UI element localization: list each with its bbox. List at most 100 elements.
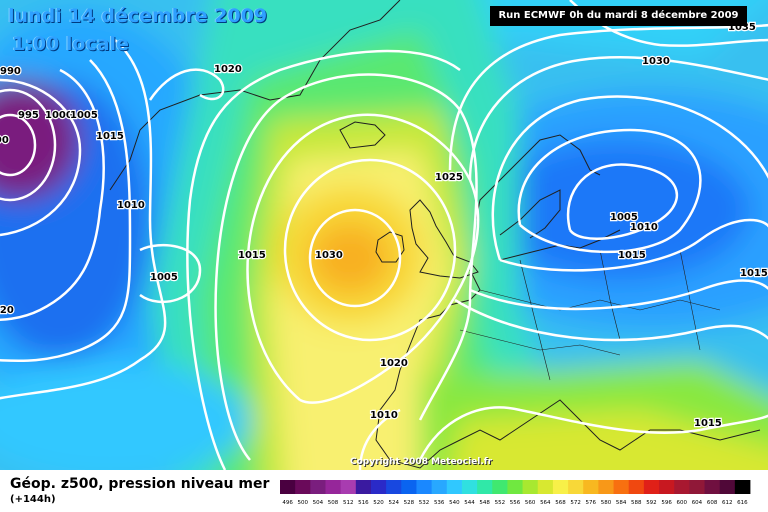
isobar-1000 (0, 78, 82, 237)
legend-swatch (674, 480, 690, 494)
isobar-label: 1020 (0, 305, 14, 316)
legend-tick-label: 608 (707, 500, 718, 506)
isobar-1030 (308, 208, 402, 308)
isobar-1020 (246, 113, 480, 404)
legend-tick-label: 556 (510, 500, 521, 506)
isobar-990 (0, 113, 37, 177)
legend-swatch (340, 480, 357, 494)
iceland-coast (339, 121, 386, 149)
legend-swatch (355, 480, 372, 494)
legend-tick-label: 532 (419, 500, 430, 506)
isobar-1025-east (448, 23, 768, 342)
isobar-label: 1020 (380, 358, 408, 369)
isobar-1010-east (517, 128, 702, 254)
isobar-1010-west (0, 59, 132, 363)
legend-tick-label: 516 (358, 500, 369, 506)
isobar-label: 1015 (238, 250, 266, 261)
legend-swatch (280, 480, 296, 494)
isobar-label: 1005 (70, 110, 98, 121)
legend-tick-label: 500 (297, 500, 308, 506)
model-run-label: Run ECMWF 0h du mardi 8 décembre 2009 (490, 6, 747, 26)
color-legend: 496 500 504 508 512 516 520 524 528 532 536 540 544 5… (280, 480, 751, 506)
legend-swatch (446, 480, 463, 494)
isobar-label: 995 (18, 110, 39, 121)
legend-swatch (734, 480, 751, 494)
isobar-1025 (283, 158, 457, 342)
isobar-label: 1000 (45, 110, 73, 121)
legend-swatch (613, 480, 630, 494)
isobar-1015 (214, 73, 478, 461)
legend-swatch (552, 480, 569, 494)
geopotential-field (0, 0, 768, 470)
legend-tick-label: 504 (313, 500, 324, 506)
legend-tick-label: 560 (525, 500, 536, 506)
isobar-label: 1025 (435, 172, 463, 183)
legend-swatch (401, 480, 417, 494)
forecast-time-title: 1:00 locale (12, 33, 129, 55)
legend-swatch (628, 480, 645, 494)
legend-swatch (522, 480, 539, 494)
legend-swatch (568, 480, 584, 494)
isobar-label: 1010 (630, 222, 658, 233)
coastlines (109, 0, 761, 469)
legend-tick-label: 572 (570, 500, 581, 506)
legend-tick-label: 612 (722, 500, 733, 506)
isobar-1015-east (491, 95, 768, 272)
isobar-label: 1005 (610, 212, 638, 223)
isobar-label: 1020 (214, 64, 242, 75)
legend-swatch (295, 480, 311, 494)
isobar-label: 1015 (694, 418, 722, 429)
legend-swatch (643, 480, 660, 494)
legend-tick-label: 584 (616, 500, 627, 506)
legend-tick-label: 580 (601, 500, 612, 506)
legend-tick-label: 600 (677, 500, 688, 506)
isobar-label: 1030 (315, 250, 343, 261)
isobar-1015-south (418, 406, 768, 461)
isobar-1015-west (0, 39, 167, 400)
legend-swatch (477, 480, 493, 494)
legend-tick-label: 552 (495, 500, 506, 506)
legend-swatch (386, 480, 402, 494)
legend-tick-label: 588 (631, 500, 642, 506)
legend-swatch (461, 480, 478, 494)
legend-tick-label: 540 (449, 500, 460, 506)
isobar-1005 (0, 68, 105, 322)
legend-tick-label: 512 (343, 500, 354, 506)
isobar-label: 1005 (150, 272, 178, 283)
lead-time: (+144h) (10, 494, 56, 505)
isobar-label: 1015 (740, 268, 768, 279)
isobar-label: 990 (0, 66, 21, 77)
legend-swatch (431, 480, 448, 494)
legend-swatch (310, 480, 326, 494)
borders (459, 249, 721, 381)
britain-coast (409, 199, 479, 279)
product-title: Géop. z500, pression niveau mer (10, 476, 270, 492)
copyright-notice: Copyright 2008 Meteociel.fr (350, 457, 493, 467)
isobar-1020-top (148, 68, 225, 101)
legend-tick-label: 592 (646, 500, 657, 506)
legend-swatch (689, 480, 705, 494)
isobar-1020-east (468, 56, 768, 311)
legend-tick-label: 604 (692, 500, 703, 506)
legend-swatch (704, 480, 721, 494)
legend-tick-label: 520 (373, 500, 384, 506)
isobar-1005-east (566, 163, 679, 240)
isobar-label: 1030 (642, 56, 670, 67)
legend-tick-label: 496 (282, 500, 293, 506)
legend-tick-label: 508 (328, 500, 339, 506)
isobar-label: 1010 (117, 200, 145, 211)
legend-swatch (537, 480, 554, 494)
isobar-label: 1015 (96, 131, 124, 142)
isobar-995 (0, 88, 57, 202)
legend-tick-label: 544 (464, 500, 475, 506)
isobar-label: 1010 (370, 410, 398, 421)
legend-swatch (583, 480, 599, 494)
isobar-1010-south (358, 408, 401, 470)
legend-tick-label: 576 (586, 500, 597, 506)
legend-swatch (325, 480, 342, 494)
legend-tick-label: 524 (388, 500, 399, 506)
legend-swatch (507, 480, 523, 494)
isobar-labels: 1020 995 1000 1005 1015 990 990 1010 100… (0, 21, 768, 430)
legend-tick-label: 568 (555, 500, 566, 506)
legend-swatch (416, 480, 433, 494)
